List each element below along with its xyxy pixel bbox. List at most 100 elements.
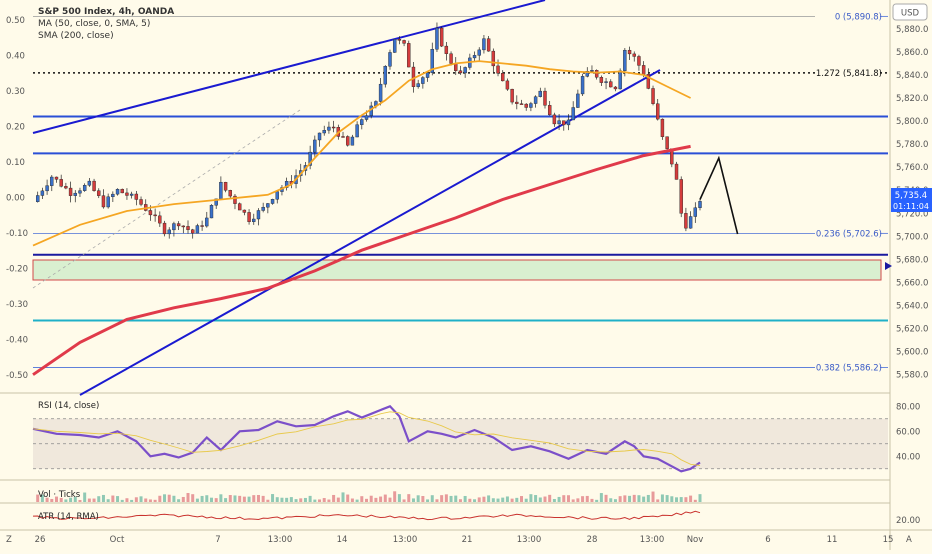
volume-bar bbox=[543, 496, 547, 502]
volume-bar bbox=[496, 498, 500, 502]
fib-level-label: 1.272 (5,841.8) bbox=[816, 69, 882, 79]
volume-bar bbox=[520, 496, 524, 502]
volume-bar bbox=[242, 496, 246, 502]
x-axis-label: 6 bbox=[765, 535, 770, 545]
volume-bar bbox=[266, 499, 270, 502]
candle-body bbox=[167, 229, 171, 235]
candle-body bbox=[261, 206, 265, 211]
volume-bar bbox=[566, 495, 570, 502]
candle-body bbox=[547, 105, 552, 116]
volume-bar bbox=[552, 498, 556, 502]
volume-bar bbox=[350, 498, 354, 502]
ma50-line bbox=[32, 60, 691, 247]
volume-bar bbox=[205, 495, 209, 502]
volume-bar bbox=[153, 499, 157, 502]
candle-body bbox=[214, 198, 218, 206]
x-axis-label: 14 bbox=[337, 535, 348, 545]
candle-body bbox=[186, 226, 190, 230]
volume-bar bbox=[275, 497, 279, 502]
candle-body bbox=[486, 38, 491, 52]
candle-body bbox=[64, 186, 68, 189]
candle-body bbox=[176, 223, 181, 227]
candle-body bbox=[392, 39, 397, 53]
right-axis-tick: 5,840.0 bbox=[896, 71, 928, 81]
volume-bar bbox=[78, 499, 82, 502]
candle-body bbox=[660, 118, 665, 137]
volume-bar bbox=[318, 499, 322, 502]
volume-bar bbox=[252, 495, 256, 502]
candle-body bbox=[698, 201, 702, 208]
candle-body bbox=[463, 67, 467, 74]
candle-body bbox=[458, 70, 463, 74]
volume-bar bbox=[595, 499, 599, 502]
volume-bar bbox=[388, 497, 392, 502]
left-axis-tick: 0.30 bbox=[6, 87, 25, 97]
volume-bar bbox=[679, 497, 683, 502]
candle-body bbox=[571, 107, 575, 121]
candle-body bbox=[200, 225, 204, 227]
volume-bar bbox=[45, 497, 49, 502]
candle-body bbox=[449, 53, 453, 64]
last-price-value: 5,735.4 bbox=[895, 191, 927, 201]
volume-bar bbox=[365, 498, 368, 502]
volume-bar bbox=[64, 499, 68, 502]
candle-body bbox=[54, 176, 59, 180]
last-price-countdown: 01:11:04 bbox=[893, 202, 929, 211]
x-axis-label: Nov bbox=[687, 535, 704, 545]
volume-bar bbox=[97, 496, 101, 502]
volume-bar bbox=[139, 496, 143, 502]
candle-body bbox=[397, 39, 402, 41]
candle-body bbox=[594, 70, 599, 78]
candle-body bbox=[665, 136, 669, 149]
candle-body bbox=[533, 96, 538, 104]
volume-bar bbox=[393, 491, 397, 502]
candle-body bbox=[566, 119, 571, 126]
x-axis-label: Oct bbox=[110, 535, 125, 545]
volume-bar bbox=[200, 495, 204, 502]
candle-body bbox=[524, 103, 528, 108]
candle-body bbox=[341, 136, 345, 138]
upper-trendline bbox=[32, 0, 546, 134]
candle-body bbox=[331, 126, 336, 129]
candle-body bbox=[50, 176, 54, 186]
volume-bar bbox=[247, 496, 251, 502]
left-axis-tick: -0.50 bbox=[6, 371, 28, 381]
volume-bar bbox=[346, 494, 350, 502]
candle-body bbox=[181, 225, 186, 228]
timezone-button[interactable]: Z bbox=[6, 535, 12, 545]
candle-body bbox=[125, 192, 129, 196]
volume-bar bbox=[623, 495, 627, 502]
x-axis-label: 21 bbox=[462, 535, 473, 545]
volume-bar bbox=[604, 494, 608, 502]
candle-body bbox=[623, 49, 627, 71]
fib-level-label: 0 (5,890.8) bbox=[835, 12, 882, 22]
volume-bar bbox=[271, 494, 275, 502]
volume-bar bbox=[228, 495, 232, 502]
x-axis-label: 11 bbox=[827, 535, 838, 545]
volume-bar bbox=[665, 495, 669, 502]
fib-level-label: 0.382 (5,586.2) bbox=[816, 364, 882, 374]
volume-bar bbox=[134, 497, 138, 502]
volume-bar bbox=[585, 495, 589, 502]
candle-body bbox=[59, 179, 63, 187]
volume-bar bbox=[341, 492, 345, 502]
currency-button[interactable] bbox=[892, 3, 928, 21]
auto-scale-button[interactable]: A bbox=[906, 535, 912, 545]
candle-body bbox=[491, 50, 496, 67]
candle-body bbox=[40, 190, 45, 196]
volume-bar bbox=[689, 495, 693, 502]
volume-bar bbox=[463, 495, 467, 502]
x-axis-label: 13:00 bbox=[268, 535, 293, 545]
candle-body bbox=[416, 83, 420, 87]
candle-body bbox=[120, 188, 124, 194]
candle-body bbox=[590, 70, 594, 72]
volume-bar bbox=[646, 494, 650, 502]
volume-bar bbox=[167, 494, 171, 502]
right-axis-tick: 5,860.0 bbox=[896, 48, 928, 58]
volume-bar bbox=[477, 497, 481, 502]
volume-bar bbox=[449, 495, 453, 502]
volume-bar bbox=[163, 494, 167, 502]
volume-bar bbox=[101, 494, 105, 502]
candle-body bbox=[477, 49, 481, 56]
